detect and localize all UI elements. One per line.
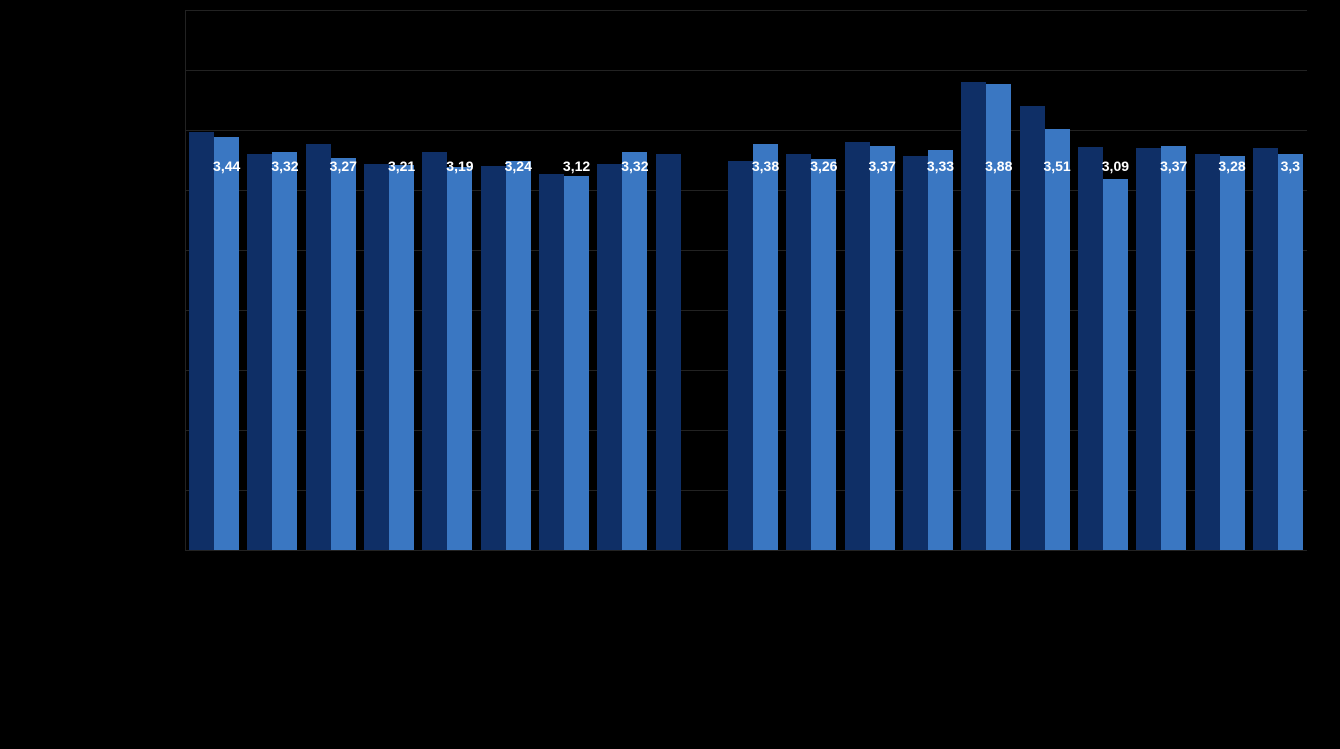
x-axis bbox=[185, 550, 1307, 551]
bar bbox=[422, 152, 447, 550]
bar bbox=[870, 146, 895, 550]
bar bbox=[506, 161, 531, 550]
bar-value-label: 3,3 bbox=[1281, 158, 1300, 174]
bar bbox=[389, 165, 414, 550]
bar bbox=[1078, 147, 1103, 550]
gridline bbox=[185, 130, 1307, 131]
bar bbox=[903, 156, 928, 550]
bar bbox=[1136, 148, 1161, 550]
bar-value-label: 3,19 bbox=[446, 158, 473, 174]
bar bbox=[597, 164, 622, 550]
bar bbox=[656, 154, 681, 550]
bar bbox=[961, 82, 986, 550]
gridline bbox=[185, 10, 1307, 11]
bar bbox=[1220, 156, 1245, 550]
y-axis bbox=[185, 10, 186, 550]
bar-value-label: 3,26 bbox=[810, 158, 837, 174]
bar bbox=[214, 137, 239, 550]
bar-value-label: 3,51 bbox=[1043, 158, 1070, 174]
bar-value-label: 3,33 bbox=[927, 158, 954, 174]
bar-value-label: 3,37 bbox=[1160, 158, 1187, 174]
bar-value-label: 3,21 bbox=[388, 158, 415, 174]
bar bbox=[272, 152, 297, 550]
bar-value-label: 3,37 bbox=[869, 158, 896, 174]
gridline bbox=[185, 70, 1307, 71]
bar bbox=[928, 150, 953, 550]
bar bbox=[247, 154, 272, 550]
bar bbox=[1161, 146, 1186, 550]
bar-value-label: 3,88 bbox=[985, 158, 1012, 174]
bar bbox=[189, 132, 214, 550]
bar bbox=[1045, 129, 1070, 550]
bar bbox=[845, 142, 870, 550]
bar bbox=[728, 161, 753, 550]
bar bbox=[1020, 106, 1045, 550]
bar-value-label: 3,38 bbox=[752, 158, 779, 174]
bar bbox=[539, 174, 564, 550]
bar bbox=[622, 152, 647, 550]
bar bbox=[564, 176, 589, 550]
bar bbox=[306, 144, 331, 550]
bar bbox=[1195, 154, 1220, 550]
bar-value-label: 3,27 bbox=[330, 158, 357, 174]
bar bbox=[986, 84, 1011, 550]
bar-value-label: 3,24 bbox=[505, 158, 532, 174]
bar bbox=[447, 167, 472, 550]
bar bbox=[364, 164, 389, 550]
bar bbox=[786, 154, 811, 550]
bar bbox=[753, 144, 778, 550]
bar-value-label: 3,12 bbox=[563, 158, 590, 174]
bar-value-label: 3,28 bbox=[1218, 158, 1245, 174]
bar bbox=[1103, 179, 1128, 550]
bar-value-label: 3,44 bbox=[213, 158, 240, 174]
bar bbox=[1278, 154, 1303, 550]
bar-value-label: 3,32 bbox=[621, 158, 648, 174]
bar-value-label: 3,09 bbox=[1102, 158, 1129, 174]
bar bbox=[331, 158, 356, 550]
bar-value-label: 3,32 bbox=[271, 158, 298, 174]
bar bbox=[811, 159, 836, 550]
bar bbox=[1253, 148, 1278, 550]
plot-area: 3,44 3,32 3,27 3,21 3,19 3,24 3,12 3,32 3,38 3,26… bbox=[185, 10, 1307, 550]
bar-chart: 3,44 3,32 3,27 3,21 3,19 3,24 3,12 3,32 3,38 3,26… bbox=[0, 0, 1340, 749]
bar bbox=[481, 166, 506, 550]
